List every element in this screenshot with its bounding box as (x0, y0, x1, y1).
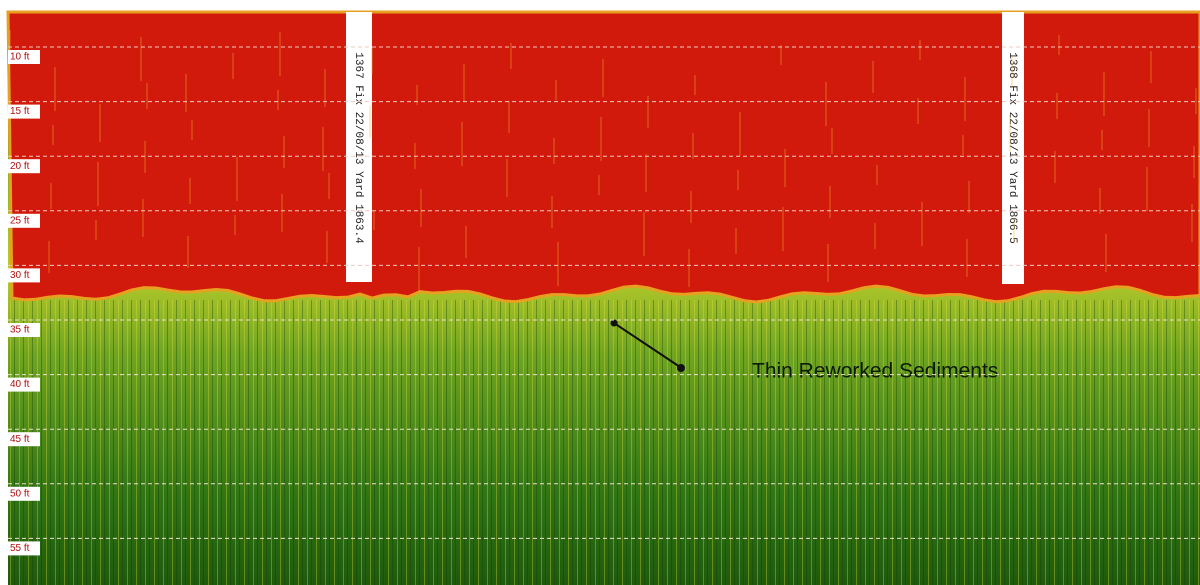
arrow-end (610, 319, 618, 327)
depth-box (8, 213, 40, 228)
fix-strip (346, 12, 372, 282)
annotation: Thin Reworked Sediments (752, 360, 998, 383)
water-column (6, 10, 1200, 304)
annotation-arrow (613, 322, 681, 368)
depth-label: 15 ft (10, 106, 30, 117)
depth-box (8, 486, 40, 501)
depth-label: 35 ft (10, 325, 30, 336)
arrow-end (677, 364, 685, 372)
depth-box (8, 50, 40, 64)
fix-strip (1002, 12, 1024, 284)
depth-box (8, 432, 40, 447)
depth-box (8, 541, 40, 556)
depth-label: 50 ft (10, 488, 30, 499)
depth-label: 30 ft (10, 270, 30, 281)
depth-box (8, 377, 40, 392)
depth-box (8, 104, 40, 119)
depth-box (8, 323, 40, 337)
depth-label: 45 ft (10, 434, 30, 445)
depth-label: 10 ft (10, 52, 30, 63)
depth-box (8, 268, 40, 283)
depth-label: 20 ft (10, 161, 30, 172)
depth-grid: 10 ft 15 ft 20 ft 25 ft 30 ft 35 ft 40 ft 45 ft… (8, 46, 1200, 556)
depth-label: 25 ft (10, 215, 30, 226)
fix-label: 1367 Fix 22/08/13 Yard 1863.4 (352, 52, 364, 244)
depth-label: 55 ft (10, 543, 30, 554)
depth-box (8, 159, 40, 174)
fix-label: 1368 Fix 22/08/13 Yard 1866.5 (1006, 52, 1018, 243)
depth-label: 40 ft (10, 379, 30, 390)
sediment-texture (8, 300, 1200, 585)
